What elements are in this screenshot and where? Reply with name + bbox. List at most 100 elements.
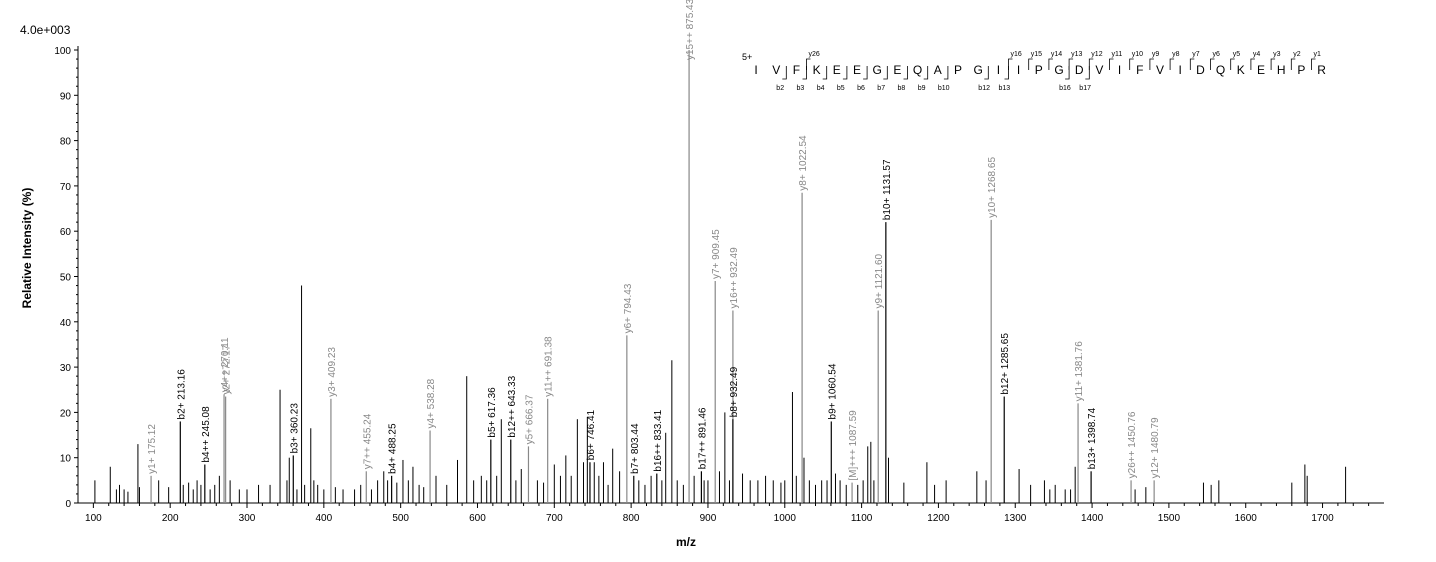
y-tick-label: 60 — [60, 227, 72, 238]
y-ion-bracket — [1008, 58, 1013, 70]
sequence-residue: D — [1196, 63, 1205, 77]
x-tick-label: 200 — [162, 513, 179, 524]
sequence-residue: V — [1095, 63, 1103, 77]
x-tick-label: 900 — [700, 513, 717, 524]
b-ion-label: b16 — [1059, 85, 1071, 92]
b-ion-label: b9 — [918, 85, 926, 92]
peak-label: b10+ 1131.57 — [882, 159, 893, 220]
peak-label: [M]+++ 1087.59 — [848, 410, 859, 481]
x-tick-label: 400 — [315, 513, 332, 524]
b-ion-bracket — [782, 66, 787, 80]
y-ion-label: y26 — [809, 51, 820, 58]
y-ion-bracket — [1311, 58, 1316, 70]
sequence-residue: P — [1297, 63, 1305, 77]
x-tick-label: 500 — [392, 513, 409, 524]
y-ion-bracket — [1270, 58, 1276, 70]
sequence-residue: Q — [913, 63, 922, 77]
sequence-residue: P — [1035, 63, 1043, 77]
sequence-residue: K — [813, 63, 821, 77]
y-ion-label: y1 — [1314, 51, 1322, 58]
sequence-residue: G — [974, 63, 983, 77]
sequence-residue: G — [1054, 63, 1063, 77]
b-ion-label: b10 — [938, 85, 950, 92]
y-ion-label: y16 — [1011, 51, 1022, 58]
peak-label: b6+ 746.41 — [586, 409, 597, 460]
b-ion-bracket — [883, 66, 888, 80]
b-ion-bracket — [822, 66, 828, 80]
peak-label: b12+ 1285.65 — [1000, 333, 1011, 395]
peak-label: b17++ 891.46 — [697, 407, 708, 469]
peak-label: b2+ 213.16 — [176, 369, 187, 420]
peak-label: y11+ 1381.76 — [1074, 341, 1085, 402]
sequence-residue: K — [1237, 63, 1245, 77]
peak-label: y6+ 794.43 — [623, 283, 634, 333]
b-ion-label: b12 — [978, 85, 990, 92]
sequence-residue: P — [954, 63, 962, 77]
b-ion-label: b8 — [898, 85, 906, 92]
x-tick-label: 1500 — [1158, 513, 1181, 524]
y-tick-label: 20 — [60, 408, 72, 419]
peak-label: y5+ 666.37 — [524, 394, 535, 444]
sequence-residue: E — [853, 63, 861, 77]
b-ion-label: b4 — [817, 85, 825, 92]
peak-label: y1+ 175.12 — [147, 424, 158, 474]
y-tick-label: 80 — [60, 137, 72, 148]
peak-label: y10+ 1268.65 — [987, 157, 998, 218]
y-ion-bracket — [1149, 58, 1154, 70]
x-tick-label: 1700 — [1311, 513, 1334, 524]
y-ion-label: y11 — [1112, 51, 1123, 58]
y-ion-bracket — [1129, 58, 1134, 70]
y-ion-label: y8 — [1172, 51, 1180, 58]
y-ion-label: y5 — [1233, 51, 1241, 58]
y-ion-label: y12 — [1091, 51, 1102, 58]
sequence-residue: R — [1317, 63, 1326, 77]
x-tick-label: 1300 — [1004, 513, 1027, 524]
peak-label: b16++ 833.41 — [653, 409, 664, 471]
y-ion-label: y3 — [1273, 51, 1281, 58]
sequence-residue: I — [997, 63, 1000, 77]
sequence-residue: E — [893, 63, 901, 77]
b-ion-label: b7 — [877, 85, 885, 92]
y-ion-label: y2 — [1293, 51, 1301, 58]
y-ion-bracket — [1048, 58, 1053, 70]
y-ion-bracket — [1169, 58, 1175, 70]
peak-label: y16++ 932.49 — [729, 247, 740, 309]
sequence-residue: E — [1257, 63, 1265, 77]
b-ion-label: b5 — [837, 85, 845, 92]
sequence-residue: Q — [1216, 63, 1225, 77]
sequence-residue: V — [1156, 63, 1164, 77]
peak-label: b7+ 803.44 — [630, 423, 641, 474]
b-ion-label: b3 — [797, 85, 805, 92]
x-tick-label: 800 — [623, 513, 640, 524]
peak-label: y3+ 409.23 — [327, 347, 338, 397]
sequence-residue: V — [772, 63, 780, 77]
peak-label: y9+ 1121.60 — [874, 253, 885, 308]
y-ion-label: y4 — [1253, 51, 1261, 58]
y-ion-label: y9 — [1152, 51, 1160, 58]
y-ion-bracket — [1068, 58, 1074, 70]
x-tick-label: 700 — [546, 513, 563, 524]
b-ion-bracket — [1004, 66, 1009, 80]
y-ion-bracket — [1189, 58, 1195, 70]
b-ion-bracket — [802, 66, 807, 80]
y-ion-label: y13 — [1071, 51, 1082, 58]
x-tick-label: 1600 — [1235, 513, 1258, 524]
y-ion-label: y14 — [1051, 51, 1062, 58]
x-tick-label: 1200 — [927, 513, 950, 524]
sequence-residue: H — [1277, 63, 1286, 77]
peak-label: y7+ 909.45 — [711, 229, 722, 279]
sequence-residue: I — [1017, 63, 1020, 77]
peak-label: y8+ 1022.54 — [798, 135, 809, 191]
y-ion-bracket — [806, 58, 811, 70]
y-tick-label: 0 — [65, 499, 71, 510]
x-tick-label: 1100 — [851, 513, 873, 524]
peak-label: b3+ 360.23 — [289, 403, 300, 454]
sequence-residue: I — [1179, 63, 1182, 77]
y-tick-label: 90 — [60, 91, 72, 102]
y-ion-bracket — [1088, 58, 1094, 70]
b-ion-bracket — [1065, 66, 1070, 80]
b-ion-label: b2 — [776, 85, 784, 92]
x-tick-label: 300 — [239, 513, 256, 524]
